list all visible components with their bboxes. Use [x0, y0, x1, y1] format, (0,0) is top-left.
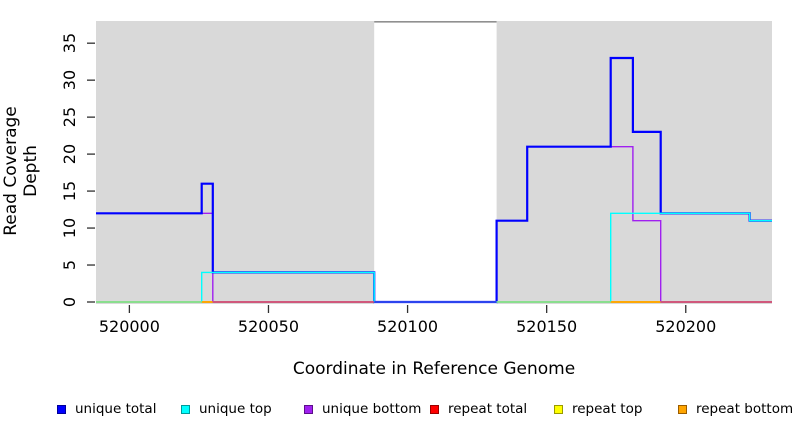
y-tick-label: 5	[59, 259, 79, 271]
legend-label: repeat top	[572, 401, 643, 417]
y-tick-label: 0	[59, 296, 79, 308]
legend-item-repeat-bottom: repeat bottom	[678, 400, 792, 418]
shaded-region	[496, 21, 772, 304]
repeat-total-swatch-icon	[430, 404, 439, 414]
legend-item-unique-top: unique top	[181, 400, 272, 418]
legend-item-unique-total: unique total	[57, 400, 156, 418]
y-tick-label: 35	[59, 33, 79, 54]
y-tick-label: 10	[59, 217, 79, 239]
legend-label: unique top	[199, 401, 272, 417]
repeat-top-swatch-icon	[554, 404, 563, 414]
unique-top-swatch-icon	[181, 404, 190, 414]
shaded-region	[96, 21, 375, 304]
legend-label: repeat total	[448, 401, 528, 417]
series-unique-total	[96, 56, 772, 304]
y-axis-title: Read Coverage Depth	[1, 106, 41, 236]
legend-label: unique total	[75, 401, 157, 417]
x-axis-title: Coordinate in Reference Genome	[292, 359, 576, 379]
y-tick-label: 25	[59, 106, 79, 128]
legend-item-unique-bottom: unique bottom	[304, 400, 421, 418]
y-tick-label: 30	[59, 69, 79, 91]
legend-item-repeat-top: repeat top	[554, 400, 642, 418]
x-tick-label: 520050	[237, 317, 299, 336]
unique-bottom-swatch-icon	[304, 404, 313, 414]
x-tick-label: 520000	[98, 317, 160, 336]
legend: unique total unique top unique bottom re…	[0, 398, 792, 422]
legend-label: unique bottom	[322, 401, 422, 417]
unique-total-swatch-icon	[57, 404, 66, 414]
legend-label: repeat bottom	[696, 401, 792, 417]
x-tick-label: 520200	[655, 317, 717, 336]
y-tick-label: 15	[59, 180, 79, 202]
x-tick-label: 520100	[377, 317, 439, 336]
repeat-bottom-swatch-icon	[678, 404, 687, 414]
y-tick-label: 20	[59, 143, 79, 165]
legend-item-repeat-total: repeat total	[430, 400, 527, 418]
x-tick-label: 520150	[516, 317, 578, 336]
